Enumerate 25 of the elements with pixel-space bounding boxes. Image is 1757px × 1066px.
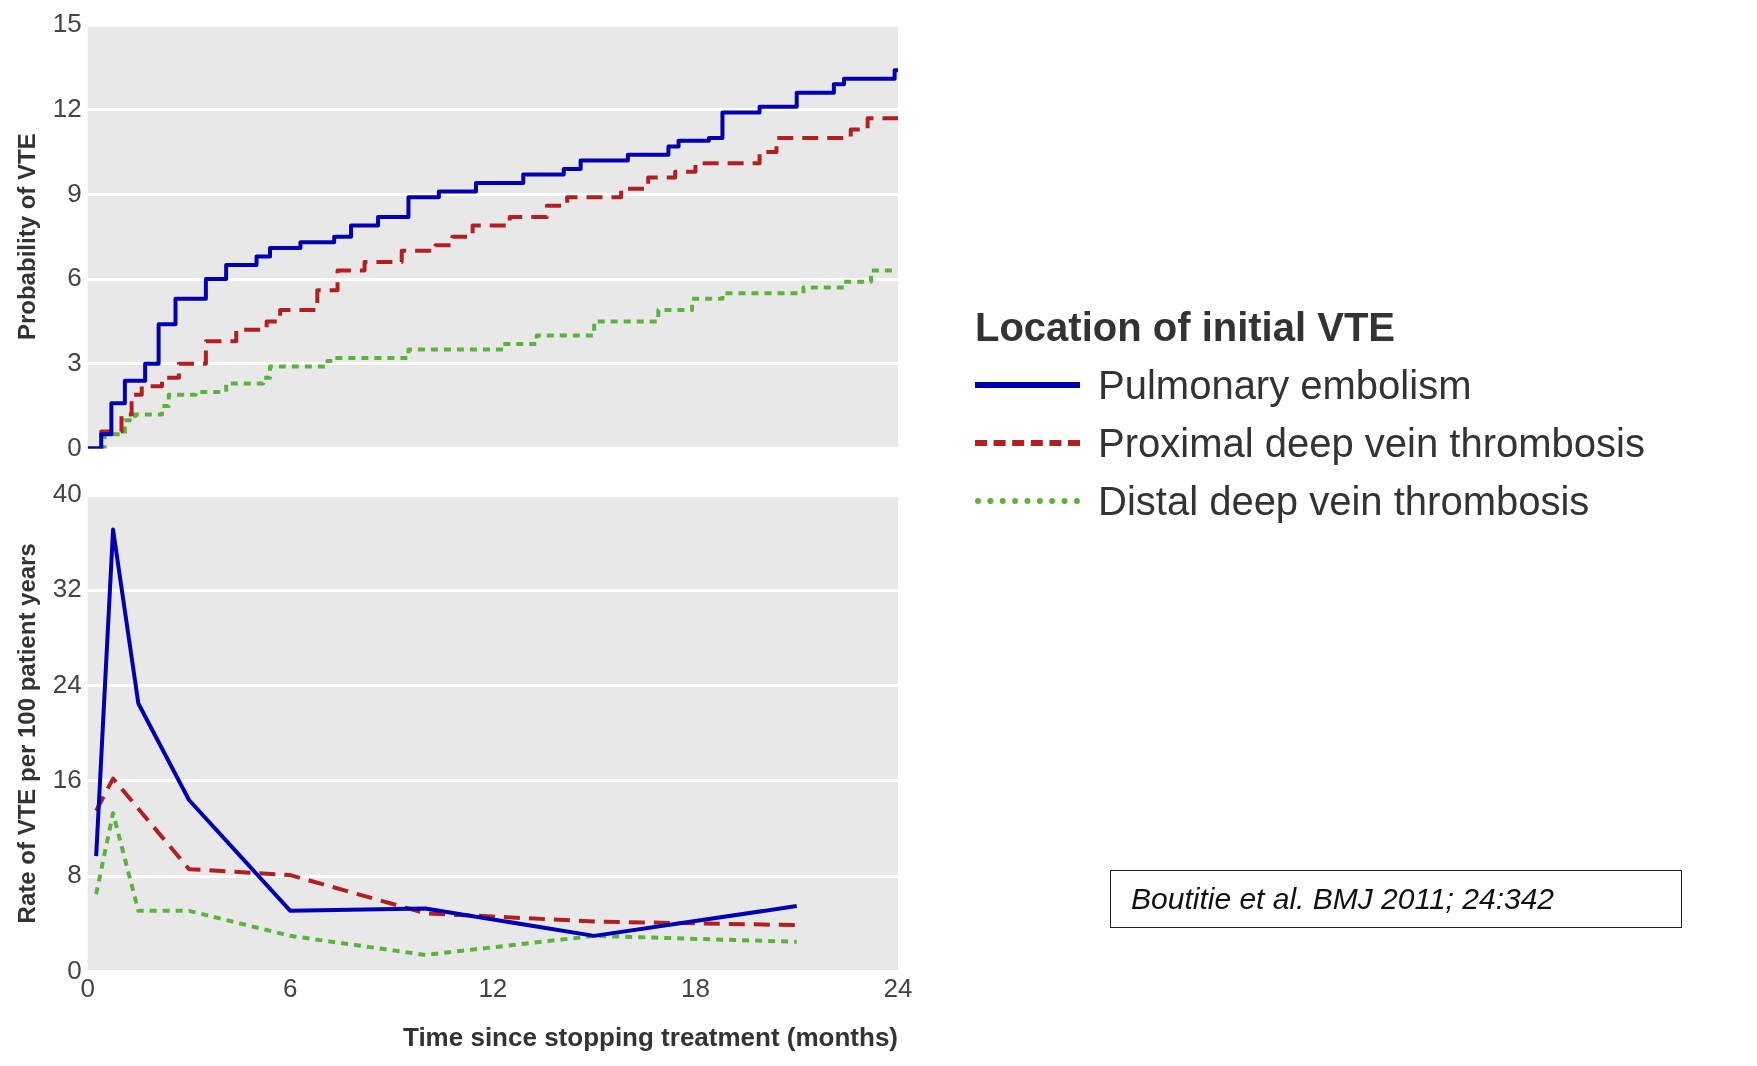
line-series [94, 811, 799, 957]
y-tick-label: 12 [52, 92, 82, 123]
x-tick-label: 12 [478, 973, 508, 1004]
y-tick-label: 16 [52, 764, 82, 795]
x-tick-label: 18 [680, 973, 710, 1004]
legend-title: Location of initial VTE [975, 305, 1396, 350]
y-tick-label: 24 [52, 668, 82, 699]
y-tick-label: 0 [67, 431, 82, 462]
y-axis-title: Probability of VTE [13, 133, 41, 341]
y-tick-label: 8 [67, 859, 82, 890]
legend-label: Distal deep vein thrombosis [1098, 478, 1590, 524]
x-tick-label: 6 [283, 973, 298, 1004]
x-tick-label: 24 [883, 973, 913, 1004]
legend-label: Proximal deep vein thrombosis [1098, 420, 1645, 466]
y-tick-label: 32 [52, 573, 82, 604]
y-tick-label: 40 [52, 478, 82, 509]
y-tick-label: 0 [67, 954, 82, 985]
y-tick-label: 3 [67, 346, 82, 377]
x-axis-title: Time since stopping treatment (months) [402, 1021, 898, 1052]
text: Boutitie et al. BMJ 2011; 24:342 [1110, 870, 1682, 928]
y-tick-label: 15 [52, 8, 82, 39]
legend-label: Pulmonary embolism [1098, 362, 1472, 408]
y-axis-title: Rate of VTE per 100 patient years [13, 543, 41, 924]
y-tick-label: 6 [67, 262, 82, 293]
y-tick-label: 9 [67, 177, 82, 208]
